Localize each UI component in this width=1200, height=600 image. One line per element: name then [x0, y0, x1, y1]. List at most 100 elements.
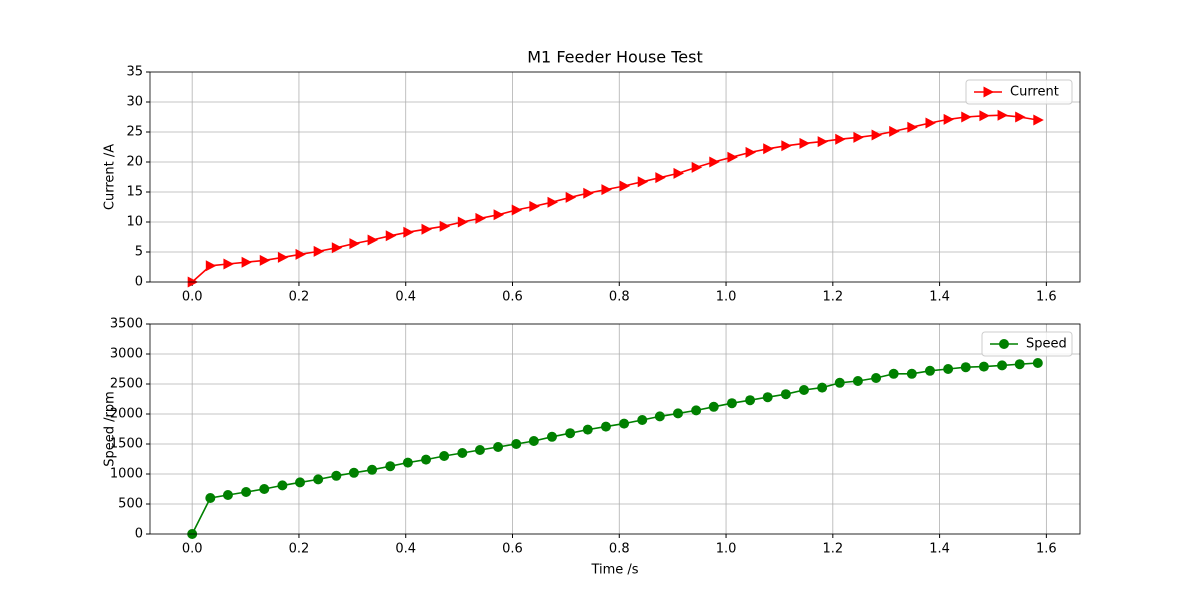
marker [439, 451, 450, 461]
marker [565, 191, 577, 203]
series-line [191, 362, 1038, 535]
y-tick-label: 10 [126, 215, 143, 230]
marker [619, 180, 631, 192]
marker [331, 470, 342, 481]
marker [493, 442, 504, 452]
marker [871, 129, 883, 141]
marker [961, 111, 972, 123]
y-tick-label: 1000 [110, 467, 143, 482]
marker [943, 364, 954, 374]
marker [529, 200, 540, 212]
marker [259, 484, 270, 494]
marker [241, 487, 252, 497]
marker [925, 117, 936, 129]
x-tick-label: 0.6 [502, 542, 523, 557]
y-tick-label: 1500 [110, 437, 143, 452]
marker [222, 490, 233, 500]
marker [924, 365, 935, 376]
y-axis-label: Speed /rpm [103, 391, 118, 467]
marker [726, 398, 737, 409]
chart-title: M1 Feeder House Test [527, 48, 702, 67]
marker [313, 245, 325, 257]
marker [817, 382, 828, 393]
marker [817, 136, 829, 148]
series-line [191, 114, 1038, 283]
marker [745, 395, 756, 406]
x-tick-label: 0.4 [395, 542, 416, 557]
y-tick-label: 500 [118, 497, 143, 512]
legend-marker [983, 86, 994, 98]
marker [835, 133, 846, 145]
marker [583, 187, 594, 199]
marker [871, 373, 882, 383]
x-tick-label: 1.2 [822, 542, 843, 557]
marker [402, 457, 413, 468]
x-tick-label: 0.8 [609, 542, 630, 557]
marker [223, 258, 234, 270]
x-tick-label: 1.4 [929, 290, 950, 305]
marker [762, 392, 773, 403]
marker [691, 161, 703, 173]
marker [943, 113, 955, 125]
y-tick-label: 5 [135, 245, 143, 260]
marker [853, 131, 864, 143]
x-tick-label: 1.2 [822, 290, 843, 305]
plot-frame [149, 71, 1081, 283]
marker [313, 474, 324, 485]
marker [637, 415, 648, 425]
marker [295, 477, 306, 488]
marker [637, 176, 649, 188]
legend-marker [999, 339, 1009, 349]
y-tick-label: 20 [126, 155, 143, 170]
marker [979, 110, 990, 122]
marker [763, 143, 774, 155]
marker [582, 424, 593, 435]
marker [655, 172, 666, 184]
marker [1014, 359, 1025, 370]
marker [403, 226, 414, 238]
y-tick-label: 2000 [110, 407, 143, 422]
marker [421, 454, 432, 465]
marker [997, 109, 1009, 121]
y-tick-label: 3000 [110, 347, 143, 362]
y-tick-label: 2500 [110, 377, 143, 392]
marker [673, 167, 684, 179]
marker [205, 260, 217, 272]
marker [978, 361, 989, 372]
marker [889, 125, 900, 137]
marker [727, 151, 738, 163]
marker [439, 220, 451, 232]
marker [205, 493, 216, 503]
legend-box [981, 331, 1073, 357]
x-tick-label: 1.0 [716, 542, 737, 557]
marker [601, 184, 612, 196]
marker [672, 408, 683, 419]
marker [1015, 111, 1026, 123]
marker [1033, 114, 1044, 126]
marker [367, 464, 378, 475]
y-tick-label: 0 [135, 275, 143, 290]
marker [708, 401, 719, 412]
marker [547, 196, 559, 208]
y-tick-label: 30 [126, 95, 143, 110]
marker [277, 251, 289, 263]
marker [799, 137, 810, 149]
y-tick-label: 15 [126, 185, 143, 200]
x-tick-label: 0.6 [502, 290, 523, 305]
x-tick-label: 0.4 [395, 290, 416, 305]
marker [457, 448, 468, 458]
marker [259, 254, 271, 266]
marker [331, 242, 343, 254]
x-tick-label: 0.0 [182, 290, 203, 305]
x-tick-label: 0.0 [182, 542, 203, 557]
marker [493, 209, 505, 221]
marker [511, 204, 523, 216]
marker [385, 461, 396, 472]
marker [906, 368, 917, 379]
y-axis-label: Current /A [103, 144, 118, 210]
marker [798, 385, 809, 395]
x-tick-label: 0.2 [289, 290, 310, 305]
marker [511, 439, 522, 449]
marker [348, 467, 359, 478]
